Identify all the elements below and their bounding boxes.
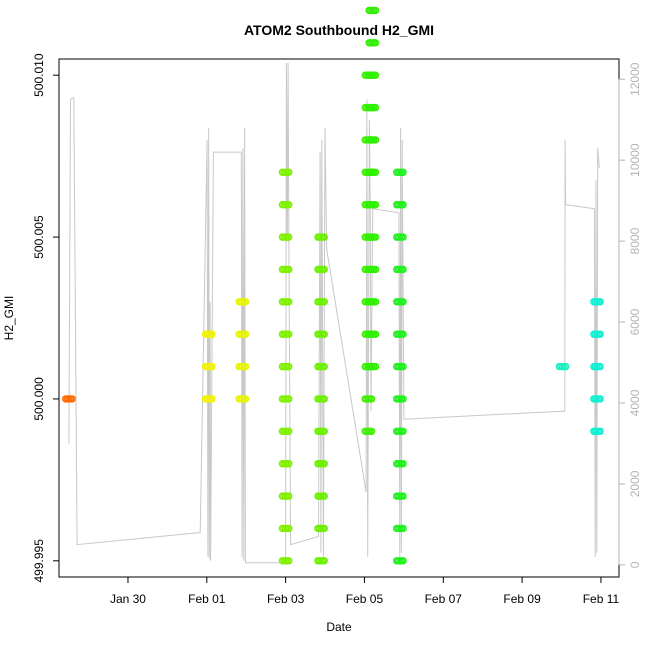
data-point: [241, 362, 250, 371]
x-tick-label: Feb 11: [583, 592, 620, 606]
data-point: [320, 524, 328, 533]
points-layer: [61, 6, 604, 565]
data-point: [399, 557, 407, 565]
data-point: [371, 39, 380, 47]
data-point: [399, 265, 407, 274]
x-tick-label: Feb 05: [346, 592, 384, 606]
data-point: [285, 200, 293, 209]
data-point: [320, 395, 328, 403]
secondary-series-line: [68, 62, 600, 564]
data-point: [285, 557, 293, 565]
data-point: [320, 362, 328, 371]
y-tick-label: 500.005: [32, 215, 46, 259]
y-axis: 499.995 500.000 500.005 500.010: [32, 53, 60, 583]
data-point: [320, 265, 328, 274]
secondary-line-layer: [68, 62, 600, 564]
data-point: [68, 395, 76, 403]
data-point: [285, 427, 293, 435]
data-point: [399, 233, 407, 241]
y2-tick-label: 4000: [628, 389, 642, 416]
data-point: [320, 492, 328, 500]
data-point: [320, 298, 328, 306]
data-point: [399, 492, 407, 500]
y2-axis: 0 2000 4000 6000 8000 10000 12000: [618, 62, 642, 568]
data-point: [285, 460, 293, 468]
y2-tick-label: 0: [628, 561, 642, 568]
data-point: [320, 233, 328, 241]
x-axis: Jan 30 Feb 01 Feb 03 Feb 05 Feb 07 Feb 09 Feb …: [110, 576, 620, 606]
data-point: [371, 330, 380, 338]
y-axis-label: H2_GMI: [2, 296, 16, 341]
data-point: [285, 524, 293, 533]
data-point: [241, 298, 250, 306]
data-point: [399, 395, 407, 403]
x-tick-label: Feb 09: [503, 592, 541, 606]
data-point: [596, 330, 604, 338]
x-tick-label: Feb 01: [188, 592, 226, 606]
data-point: [320, 330, 328, 338]
data-point: [320, 427, 328, 435]
y-tick-label: 500.000: [32, 377, 46, 421]
data-point: [285, 265, 293, 274]
data-point: [285, 492, 293, 500]
data-point: [371, 103, 380, 112]
data-point: [285, 330, 293, 338]
data-point: [399, 298, 407, 306]
x-axis-label: Date: [326, 620, 352, 634]
data-point: [208, 362, 216, 371]
data-point: [596, 362, 604, 371]
data-point: [399, 200, 407, 209]
y2-tick-label: 8000: [628, 227, 642, 254]
data-point: [285, 168, 293, 177]
x-tick-label: Feb 03: [267, 592, 305, 606]
data-point: [371, 200, 380, 209]
data-point: [596, 395, 604, 403]
data-point: [399, 460, 407, 468]
y2-tick-label: 12000: [628, 62, 642, 96]
data-point: [371, 71, 380, 79]
data-point: [367, 395, 376, 403]
data-point: [371, 6, 380, 15]
data-point: [371, 362, 380, 371]
y-tick-label: 500.010: [32, 53, 46, 97]
data-point: [399, 330, 407, 338]
y2-tick-label: 6000: [628, 308, 642, 335]
data-point: [208, 330, 216, 338]
data-point: [285, 395, 293, 403]
data-point: [208, 395, 216, 403]
data-point: [596, 298, 604, 306]
data-point: [371, 265, 380, 274]
plot-frame: [58, 58, 620, 578]
data-point: [241, 330, 250, 338]
y2-tick-label: 10000: [628, 143, 642, 177]
data-point: [399, 524, 407, 533]
y-tick-label: 499.995: [32, 539, 46, 583]
data-point: [285, 362, 293, 371]
chart-title: ATOM2 Southbound H2_GMI: [244, 22, 434, 38]
x-tick-label: Feb 07: [425, 592, 463, 606]
data-point: [399, 168, 407, 177]
data-point: [399, 362, 407, 371]
data-point: [320, 557, 328, 565]
data-point: [562, 362, 570, 371]
data-point: [367, 427, 376, 435]
data-point: [285, 298, 293, 306]
data-point: [371, 298, 380, 306]
data-point: [399, 427, 407, 435]
y2-tick-label: 2000: [628, 470, 642, 497]
data-point: [371, 233, 380, 241]
x-tick-label: Jan 30: [110, 592, 146, 606]
data-point: [241, 395, 250, 403]
data-point: [371, 136, 380, 144]
data-point: [371, 168, 380, 177]
data-point: [320, 460, 328, 468]
data-point: [596, 427, 604, 435]
data-point: [285, 233, 293, 241]
